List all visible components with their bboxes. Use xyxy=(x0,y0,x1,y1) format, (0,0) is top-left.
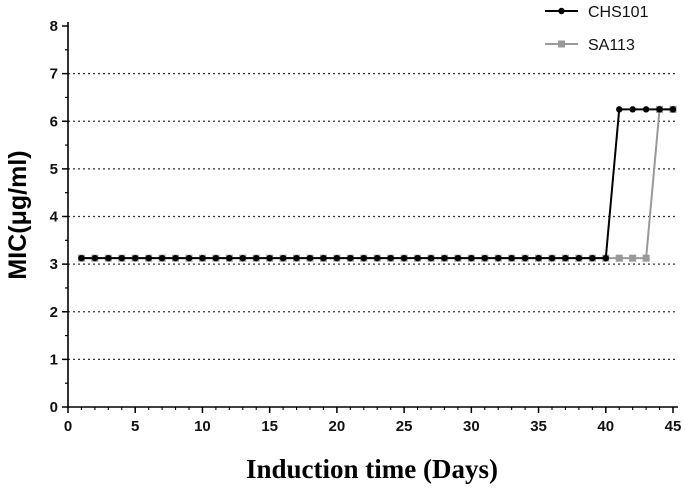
data-point-chs101 xyxy=(656,106,663,113)
data-point-chs101 xyxy=(185,254,193,262)
data-point-chs101 xyxy=(481,254,488,262)
data-point-chs101 xyxy=(333,254,341,262)
data-point-chs101 xyxy=(118,254,125,262)
data-point-chs101 xyxy=(629,106,636,113)
data-point-chs101 xyxy=(91,254,99,262)
x-tick-label: 15 xyxy=(261,418,278,435)
data-point-chs101 xyxy=(145,254,152,262)
y-axis-title: MIC(μg/ml) xyxy=(4,150,32,279)
data-point-chs101 xyxy=(158,254,166,262)
data-point-chs101 xyxy=(602,254,609,262)
legend: CHS101 SA113 xyxy=(545,4,649,54)
data-point-chs101 xyxy=(320,254,327,262)
legend-label-chs101: CHS101 xyxy=(588,4,649,21)
series-line-chs101 xyxy=(81,108,673,260)
legend-marker-chs101 xyxy=(558,7,565,15)
x-axis-title: Induction time (Days) xyxy=(246,454,498,484)
data-point-chs101 xyxy=(495,254,502,262)
data-series xyxy=(77,105,677,262)
x-tick-label: 30 xyxy=(463,418,480,435)
data-point-chs101 xyxy=(360,254,367,262)
legend-label-sa113: SA113 xyxy=(588,37,635,54)
data-point-chs101 xyxy=(414,254,421,262)
data-point-chs101 xyxy=(562,254,569,262)
y-tick-label: 6 xyxy=(50,113,58,130)
y-tick-label: 2 xyxy=(50,304,58,321)
data-point-chs101 xyxy=(226,254,233,262)
legend-item-sa113: SA113 xyxy=(545,37,635,54)
x-tick-label: 0 xyxy=(64,418,72,435)
data-point-chs101 xyxy=(589,254,596,262)
data-point-chs101 xyxy=(78,254,85,262)
y-tick-label: 5 xyxy=(50,161,58,178)
y-tick-label: 8 xyxy=(50,18,58,35)
x-tick-label: 25 xyxy=(396,418,413,435)
data-point-chs101 xyxy=(521,254,529,262)
data-point-chs101 xyxy=(387,254,394,262)
data-point-chs101 xyxy=(212,254,220,262)
data-point-chs101 xyxy=(239,254,246,262)
series-line-sa113 xyxy=(81,108,673,260)
data-point-chs101 xyxy=(642,106,650,113)
data-point-chs101 xyxy=(105,254,112,262)
y-tick-label: 0 xyxy=(50,399,58,416)
data-point-sa113 xyxy=(629,254,637,262)
data-point-chs101 xyxy=(535,254,542,262)
data-point-chs101 xyxy=(347,254,354,262)
data-point-chs101 xyxy=(427,254,435,262)
data-point-chs101 xyxy=(172,254,179,262)
data-point-chs101 xyxy=(548,254,556,262)
data-point-sa113 xyxy=(642,254,650,262)
y-tick-label: 4 xyxy=(50,209,59,226)
data-point-chs101 xyxy=(441,254,448,262)
data-point-chs101 xyxy=(616,106,623,113)
data-point-chs101 xyxy=(266,254,273,262)
axes xyxy=(67,22,678,408)
data-point-chs101 xyxy=(669,106,677,113)
data-point-chs101 xyxy=(279,254,287,262)
data-point-chs101 xyxy=(132,254,139,262)
x-tick-label: 10 xyxy=(194,418,211,435)
y-tick-label: 1 xyxy=(50,351,58,368)
y-tick-label: 7 xyxy=(50,66,58,83)
x-tick-label: 35 xyxy=(530,418,547,435)
grid-lines xyxy=(68,72,678,361)
data-point-chs101 xyxy=(508,254,515,262)
data-point-chs101 xyxy=(374,254,381,262)
x-tick-label: 40 xyxy=(597,418,614,435)
data-point-chs101 xyxy=(454,254,462,262)
x-tick-label: 45 xyxy=(665,418,682,435)
data-point-chs101 xyxy=(575,254,583,262)
data-point-chs101 xyxy=(293,254,300,262)
data-point-chs101 xyxy=(199,254,206,262)
legend-item-chs101: CHS101 xyxy=(545,4,649,21)
y-tick-label: 3 xyxy=(50,256,58,273)
data-point-chs101 xyxy=(400,254,408,262)
legend-marker-sa113 xyxy=(558,40,565,48)
data-point-chs101 xyxy=(253,254,260,262)
data-point-chs101 xyxy=(306,254,314,262)
x-tick-label: 20 xyxy=(329,418,346,435)
data-point-sa113 xyxy=(615,254,623,262)
x-tick-label: 5 xyxy=(131,418,139,435)
data-point-chs101 xyxy=(468,254,475,262)
